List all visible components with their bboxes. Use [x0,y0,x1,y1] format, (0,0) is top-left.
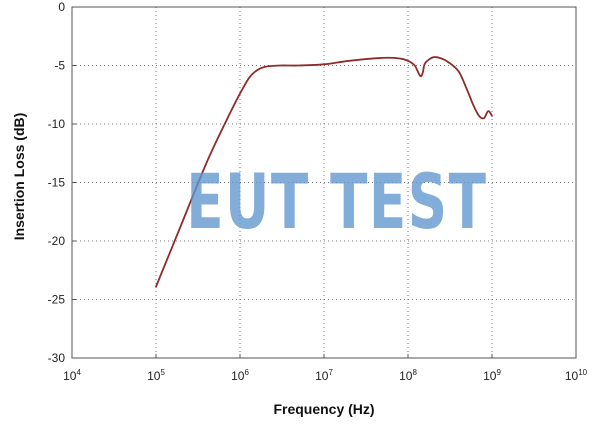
y-tick-label: -30 [48,351,66,365]
y-axis-title: Insertion Loss (dB) [11,113,27,241]
x-tick-label: 106 [231,368,249,383]
x-axis-title: Frequency (Hz) [273,401,374,417]
x-tick-label: 1010 [565,368,588,383]
y-tick-label: -25 [48,293,66,307]
y-tick-label: -10 [48,117,66,131]
y-tick-label: -5 [54,59,65,73]
y-tick-label: 0 [58,0,65,14]
y-axis-ticks: 0 -5 -10 -15 -20 -25 -30 [48,0,76,365]
x-tick-label: 105 [147,368,165,383]
x-tick-label: 104 [63,368,81,383]
y-tick-label: -15 [48,176,66,190]
x-tick-label: 109 [483,368,501,383]
series-line [155,56,493,288]
watermark-text: EUT TEST [186,157,488,246]
y-tick-label: -20 [48,234,66,248]
grid-lines [72,7,576,358]
x-axis-ticks: 104 105 106 107 108 109 1010 [63,354,588,383]
x-tick-label: 107 [315,368,333,383]
x-tick-label: 108 [399,368,417,383]
